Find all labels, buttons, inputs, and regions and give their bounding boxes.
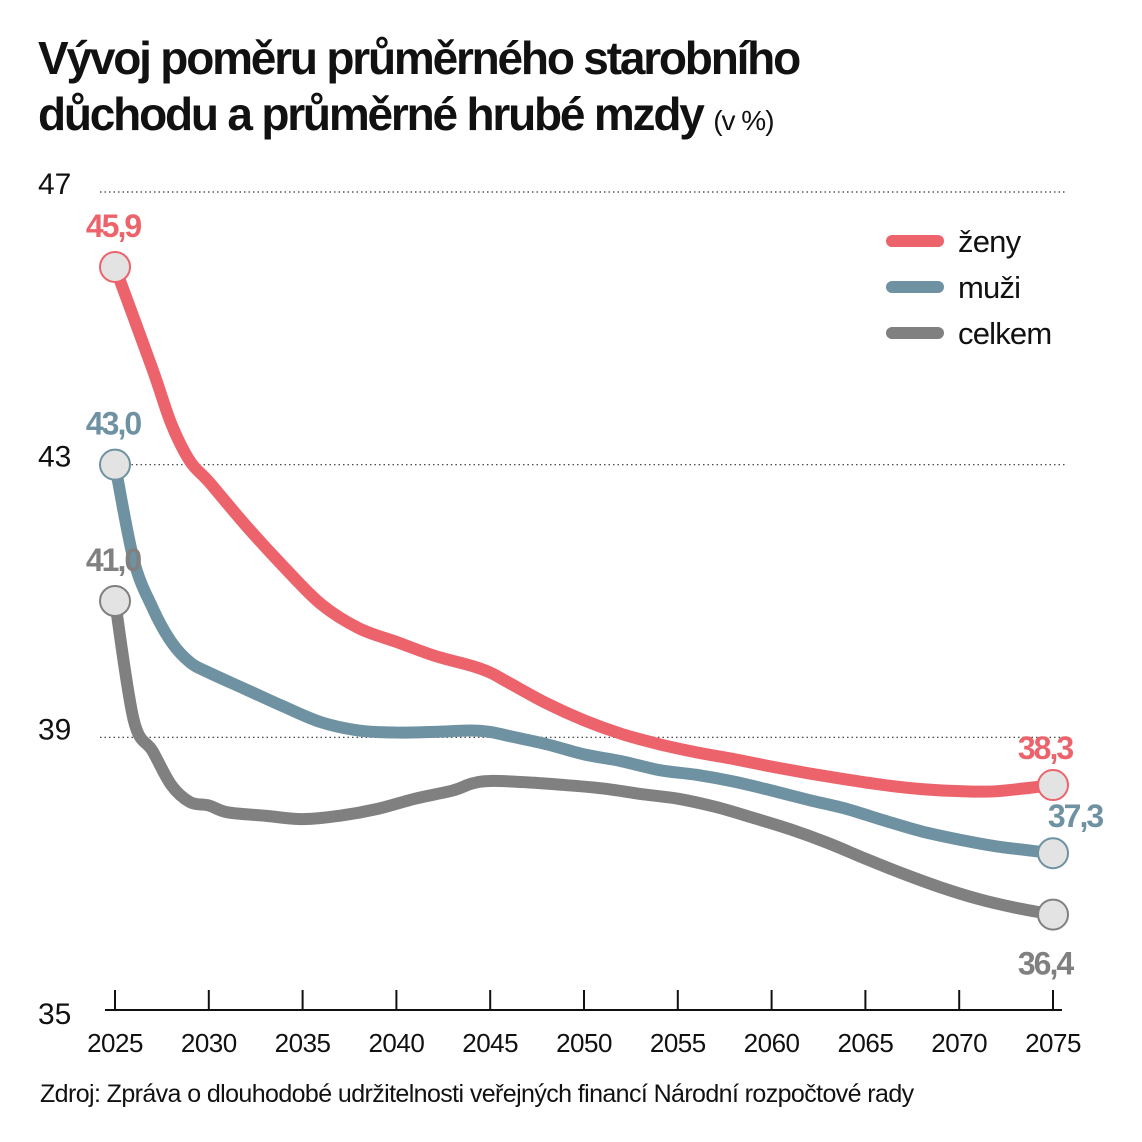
x-tick-label: 2050 xyxy=(556,1028,612,1058)
title-line-2: důchodu a průměrné hrubé mzdy xyxy=(38,88,705,140)
legend-label: celkem xyxy=(958,316,1051,351)
unit-label: (v %) xyxy=(713,105,774,136)
end-point-marker xyxy=(1037,837,1069,870)
start-point-marker xyxy=(99,448,131,481)
x-tick-label: 2030 xyxy=(181,1028,237,1058)
legend-label: muži xyxy=(958,270,1020,305)
start-point-marker xyxy=(99,250,131,283)
x-tick-label: 2065 xyxy=(837,1028,893,1058)
y-tick-label: 47 xyxy=(38,168,71,201)
end-value-label: 36,4 xyxy=(1018,946,1074,982)
x-tick-label: 2035 xyxy=(275,1028,331,1058)
end-value-label: 37,3 xyxy=(1048,798,1103,834)
y-tick-label: 43 xyxy=(38,441,71,474)
end-value-label: 38,3 xyxy=(1018,730,1073,766)
x-tick-label: 2025 xyxy=(87,1028,143,1058)
series-line-celkem xyxy=(109,595,1059,921)
x-tick-label: 2070 xyxy=(931,1028,987,1058)
start-value-label: 41,0 xyxy=(86,542,141,578)
y-tick-label: 35 xyxy=(38,998,71,1031)
end-point-marker xyxy=(1037,898,1069,931)
series-line-muži xyxy=(109,458,1059,860)
chart-title: Vývoj poměru průměrného starobního důcho… xyxy=(38,30,801,149)
x-tick-label: 2055 xyxy=(650,1028,706,1058)
x-tick-label: 2045 xyxy=(462,1028,518,1058)
source-note: Zdroj: Zpráva o dlouhodobé udržitelnosti… xyxy=(40,1080,914,1108)
y-tick-label: 39 xyxy=(38,713,71,746)
end-point-marker xyxy=(1037,769,1069,802)
start-value-label: 43,0 xyxy=(86,406,141,442)
title-line-1: Vývoj poměru průměrného starobního xyxy=(38,32,801,84)
x-tick-label: 2060 xyxy=(744,1028,800,1058)
x-tick-label: 2075 xyxy=(1025,1028,1081,1058)
start-point-marker xyxy=(99,585,131,617)
series-line-ženy xyxy=(109,260,1059,798)
x-tick-label: 2040 xyxy=(368,1028,424,1058)
start-value-label: 45,9 xyxy=(86,208,141,244)
legend-label: ženy xyxy=(958,224,1022,259)
